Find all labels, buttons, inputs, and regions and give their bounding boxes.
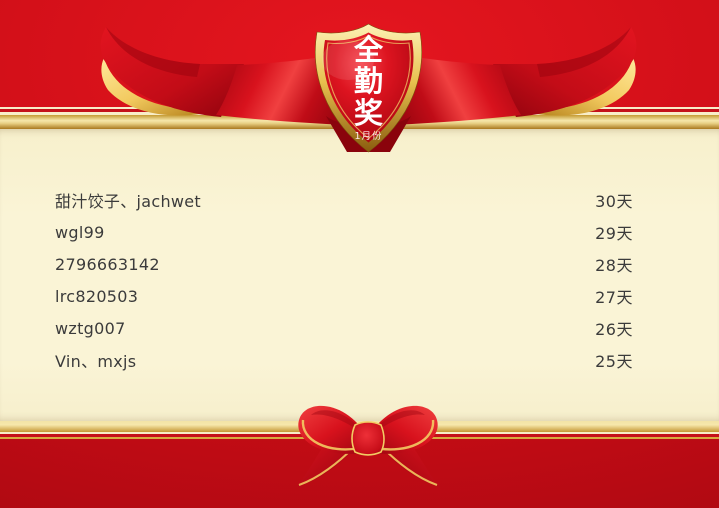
member-name: wztg007 (55, 318, 126, 338)
badge-title-char: 勤 (354, 64, 383, 98)
shield-gloss (322, 40, 374, 80)
attendance-list: 甜汁饺子、jachwet 30天 wgl99 29天 2796663142 28… (55, 184, 633, 376)
award-banner: 全 勤 奖 1月份 (100, 23, 637, 153)
days-value: 30天 (595, 192, 633, 211)
badge-title-char: 全 (353, 33, 384, 67)
content-panel (0, 129, 719, 421)
list-item: 2796663142 28天 (55, 248, 633, 280)
days-value: 28天 (595, 256, 633, 275)
badge-subtitle: 1月份 (354, 130, 382, 142)
list-item: wgl99 29天 (55, 216, 633, 248)
days-value: 25天 (595, 352, 633, 371)
bow-left-half (297, 405, 368, 487)
days-value: 26天 (595, 320, 633, 339)
list-item: Vin、mxjs 25天 (55, 344, 633, 376)
member-name: 2796663142 (55, 254, 160, 274)
days-value: 29天 (595, 224, 633, 243)
days-value: 27天 (595, 288, 633, 307)
bow-decoration (297, 404, 441, 489)
list-item: 甜汁饺子、jachwet 30天 (55, 184, 633, 216)
member-name: 甜汁饺子、jachwet (55, 192, 201, 211)
badge-title-char: 奖 (354, 96, 383, 130)
member-name: wgl99 (55, 222, 105, 242)
award-shield: 全 勤 奖 1月份 (314, 23, 423, 153)
member-name: lrc820503 (55, 286, 139, 306)
list-item: wztg007 26天 (55, 312, 633, 344)
bow-knot (351, 421, 385, 456)
list-item: lrc820503 27天 (55, 280, 633, 312)
member-name: Vin、mxjs (55, 352, 137, 371)
